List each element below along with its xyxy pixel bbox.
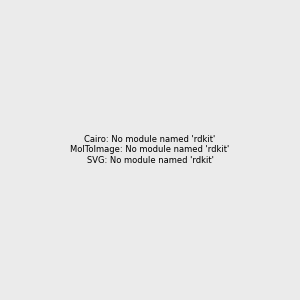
- Text: Cairo: No module named 'rdkit'
MolToImage: No module named 'rdkit'
SVG: No modul: Cairo: No module named 'rdkit' MolToImag…: [70, 135, 230, 165]
